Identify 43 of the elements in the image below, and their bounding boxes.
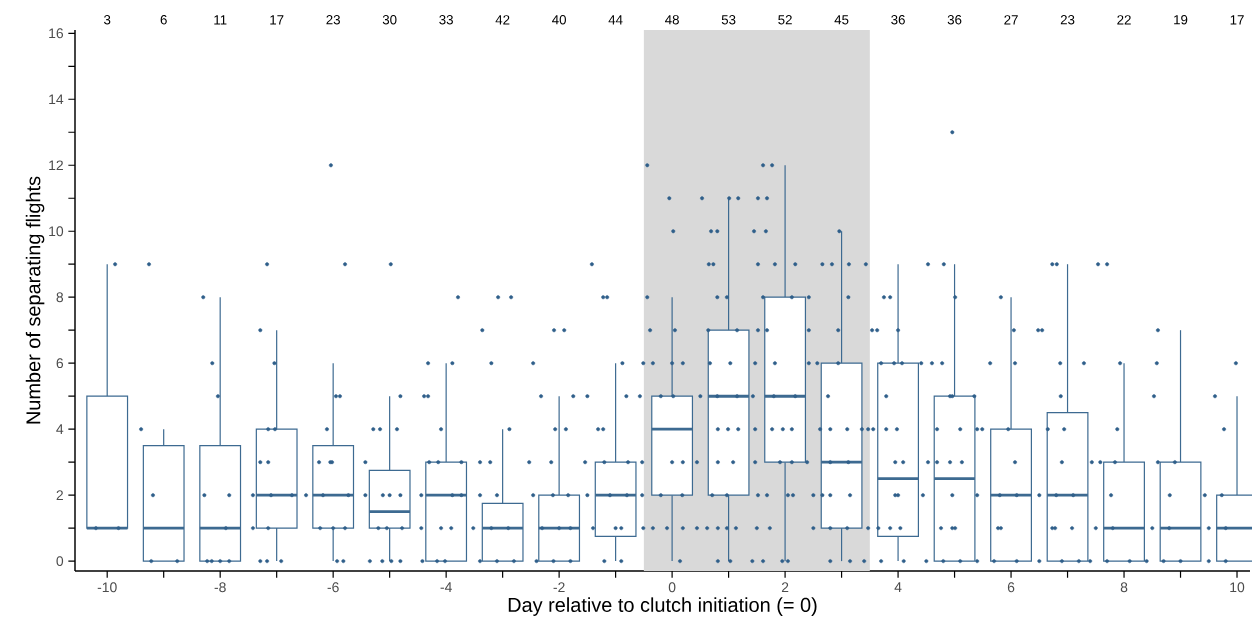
- y-tick-label: 8: [56, 292, 64, 303]
- y-tick-label: 14: [49, 94, 64, 105]
- y-tick-label: 6: [56, 358, 64, 369]
- text: 22: [1117, 15, 1131, 25]
- text: 23: [326, 15, 340, 25]
- y-tick-label: 10: [49, 226, 64, 237]
- text: 40: [552, 15, 566, 25]
- x-tick-label: 0: [668, 582, 676, 593]
- x-tick-label: -10: [97, 582, 117, 593]
- x-tick-label: 8: [1120, 582, 1128, 593]
- text: 52: [778, 15, 792, 25]
- text: 27: [1004, 15, 1018, 25]
- y-axis-title: Number of separating flights: [25, 176, 45, 424]
- text: 11: [214, 15, 227, 25]
- text: 17: [1230, 15, 1244, 25]
- x-axis-title: Day relative to clutch initiation (= 0): [508, 597, 817, 616]
- text: 45: [834, 15, 849, 25]
- text: 36: [947, 15, 962, 25]
- text: 36: [891, 15, 905, 25]
- x-tick-label: -6: [327, 582, 339, 593]
- x-tick-label: 4: [894, 582, 902, 592]
- x-tick-label: -4: [440, 582, 452, 592]
- text: 23: [1060, 15, 1075, 25]
- y-tick-label: 16: [49, 28, 64, 39]
- text: 3: [104, 15, 111, 25]
- y-tick-label: 0: [56, 556, 64, 567]
- x-tick-label: -2: [553, 582, 565, 593]
- y-tick-label: 12: [49, 160, 63, 171]
- text: 42: [495, 15, 510, 25]
- text: 44: [608, 15, 623, 25]
- text: 48: [665, 15, 679, 25]
- text: 33: [439, 15, 453, 25]
- text: 19: [1174, 15, 1188, 25]
- text: 30: [382, 15, 397, 25]
- text: 6: [160, 15, 167, 25]
- y-tick-label: 2: [56, 490, 63, 500]
- text: 17: [270, 15, 284, 25]
- text: 53: [721, 15, 736, 25]
- y-tick-label: 4: [56, 424, 64, 434]
- x-tick-label: 2: [781, 582, 789, 593]
- x-tick-label: -8: [214, 582, 226, 593]
- x-tick-label: 6: [1007, 582, 1015, 593]
- x-tick-label: 10: [1230, 582, 1245, 593]
